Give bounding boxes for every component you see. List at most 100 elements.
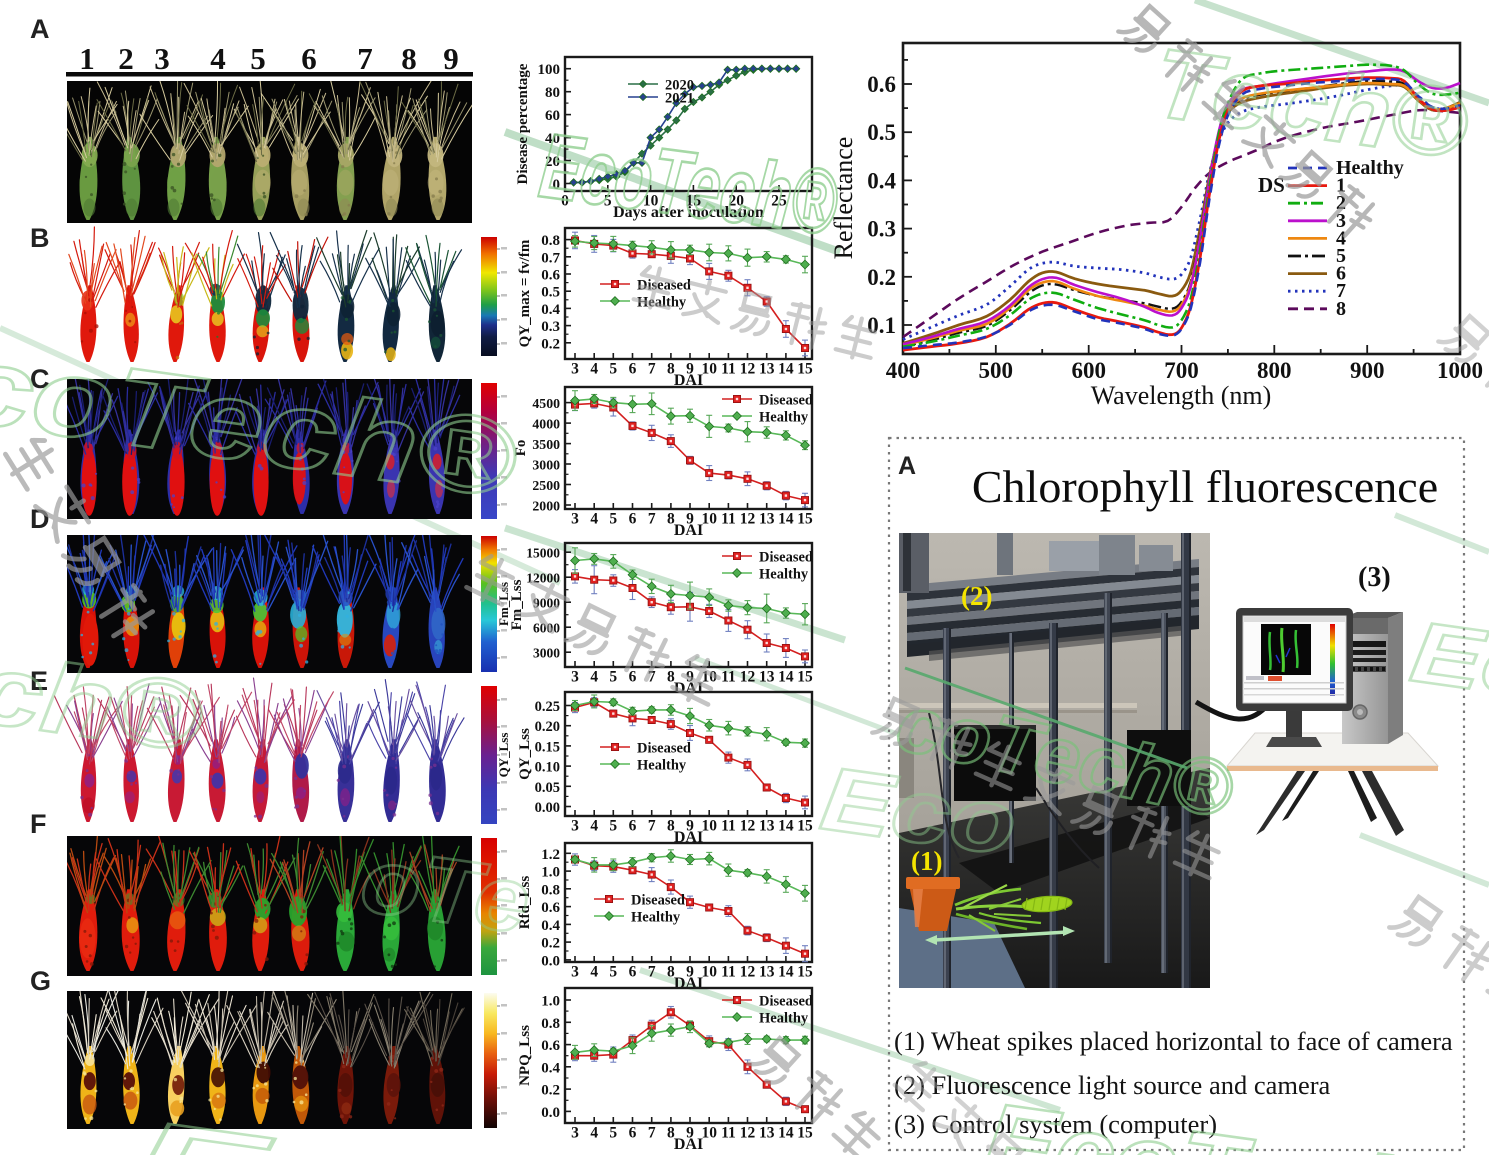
svg-text:15: 15 [797, 361, 813, 378]
svg-text:8: 8 [401, 41, 417, 76]
svg-text:2021: 2021 [665, 91, 694, 107]
svg-text:Diseased: Diseased [631, 893, 685, 909]
svg-text:3000: 3000 [533, 646, 560, 661]
svg-text:C: C [30, 364, 50, 394]
svg-text:12: 12 [740, 964, 756, 981]
svg-text:oTe: oTe [355, 829, 536, 953]
svg-text:F: F [30, 809, 47, 839]
svg-text:0.3: 0.3 [867, 217, 896, 242]
svg-text:0.4: 0.4 [541, 302, 560, 318]
svg-text:(2): (2) [961, 581, 992, 611]
svg-text:0.8: 0.8 [541, 233, 560, 249]
svg-text:Healthy: Healthy [759, 567, 809, 583]
svg-text:3: 3 [571, 1125, 579, 1142]
svg-text:Diseased: Diseased [637, 741, 691, 757]
svg-text:QY_max = fv/fm: QY_max = fv/fm [517, 239, 533, 347]
svg-text:3: 3 [571, 511, 579, 528]
svg-text:6: 6 [629, 964, 637, 981]
svg-text:20: 20 [728, 193, 744, 210]
svg-text:6: 6 [629, 818, 637, 835]
svg-text:5: 5 [609, 361, 617, 378]
svg-text:7: 7 [648, 361, 656, 378]
svg-text:0.05: 0.05 [535, 780, 560, 796]
svg-text:0.8: 0.8 [541, 882, 560, 898]
svg-text:0.6: 0.6 [541, 1038, 560, 1054]
svg-text:4500: 4500 [532, 396, 560, 411]
svg-text:1: 1 [1336, 175, 1346, 197]
svg-text:15000: 15000 [526, 546, 560, 561]
svg-text:10: 10 [701, 818, 717, 835]
svg-text:(2) Fluorescence light source: (2) Fluorescence light source and camera [894, 1070, 1331, 1100]
svg-text:0.0: 0.0 [541, 1105, 560, 1121]
svg-text:0.2: 0.2 [541, 936, 560, 952]
svg-text:400: 400 [886, 358, 921, 383]
svg-text:4: 4 [1336, 227, 1346, 249]
svg-text:5: 5 [609, 669, 617, 686]
svg-text:DAI: DAI [674, 522, 703, 539]
svg-text:9: 9 [686, 818, 694, 835]
svg-text:0.4: 0.4 [541, 918, 560, 934]
svg-text:5: 5 [609, 511, 617, 528]
svg-text:14: 14 [778, 511, 794, 528]
svg-text:14: 14 [778, 1125, 794, 1142]
svg-text:15: 15 [686, 193, 702, 210]
svg-text:13: 13 [759, 669, 775, 686]
svg-text:3000: 3000 [532, 458, 560, 473]
svg-text:2500: 2500 [532, 478, 560, 493]
svg-text:Healthy: Healthy [1336, 157, 1404, 179]
svg-text:7: 7 [648, 669, 656, 686]
svg-text:12: 12 [740, 511, 756, 528]
svg-text:(3) Control system (computer): (3) Control system (computer) [894, 1109, 1217, 1139]
svg-text:Diseased: Diseased [759, 393, 813, 409]
svg-text:15: 15 [797, 964, 813, 981]
svg-text:E: E [30, 666, 48, 696]
svg-text:5: 5 [604, 193, 612, 210]
svg-text:4: 4 [590, 818, 598, 835]
svg-text:1.0: 1.0 [541, 994, 560, 1010]
svg-text:11: 11 [721, 818, 736, 835]
svg-text:6: 6 [1336, 263, 1346, 285]
svg-text:5: 5 [609, 818, 617, 835]
svg-text:(3): (3) [1358, 562, 1391, 593]
svg-text:8: 8 [667, 511, 675, 528]
svg-text:12: 12 [740, 818, 756, 835]
svg-text:1: 1 [79, 41, 95, 76]
svg-text:8: 8 [667, 361, 675, 378]
svg-text:1.0: 1.0 [541, 865, 560, 881]
svg-text:0.1: 0.1 [867, 313, 896, 338]
svg-text:2: 2 [1336, 192, 1346, 214]
svg-text:Wavelength (nm): Wavelength (nm) [1091, 381, 1272, 410]
svg-text:10: 10 [701, 1125, 717, 1142]
svg-text:DAI: DAI [674, 975, 703, 992]
svg-text:600: 600 [1071, 358, 1106, 383]
svg-text:3: 3 [1336, 210, 1346, 232]
svg-text:4000: 4000 [532, 417, 560, 432]
svg-text:3: 3 [571, 964, 579, 981]
svg-text:700: 700 [1164, 358, 1199, 383]
svg-text:15: 15 [797, 818, 813, 835]
svg-text:0.15: 0.15 [535, 739, 560, 755]
svg-text:4: 4 [590, 1125, 598, 1142]
svg-text:9: 9 [686, 361, 694, 378]
svg-text:1.2: 1.2 [541, 847, 560, 863]
svg-text:13: 13 [759, 964, 775, 981]
svg-text:0.5: 0.5 [867, 120, 896, 145]
svg-text:12: 12 [740, 361, 756, 378]
svg-text:80: 80 [545, 85, 560, 101]
svg-text:Fo: Fo [513, 440, 529, 457]
svg-text:15: 15 [797, 1125, 813, 1142]
svg-text:Diseased: Diseased [759, 994, 813, 1010]
svg-text:5: 5 [609, 1125, 617, 1142]
svg-text:QY_Lss: QY_Lss [496, 733, 511, 778]
svg-text:1000: 1000 [1437, 358, 1483, 383]
svg-text:7: 7 [1336, 280, 1346, 302]
svg-text:13: 13 [759, 361, 775, 378]
svg-text:3: 3 [154, 41, 170, 76]
svg-text:0: 0 [561, 193, 569, 210]
svg-text:4: 4 [590, 361, 598, 378]
svg-text:8: 8 [1336, 298, 1346, 320]
svg-text:6: 6 [629, 511, 637, 528]
svg-text:G: G [30, 966, 51, 996]
svg-text:4: 4 [590, 511, 598, 528]
svg-text:900: 900 [1350, 358, 1385, 383]
